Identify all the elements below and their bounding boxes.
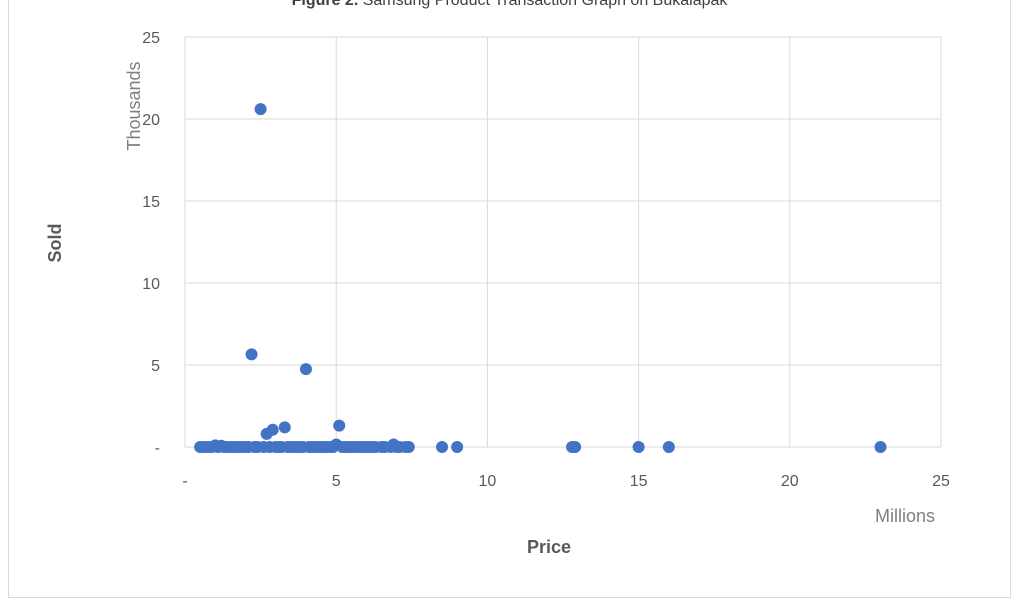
chart-area — [8, 0, 1011, 598]
data-point — [451, 441, 464, 453]
y-tick-label: 20 — [142, 112, 160, 129]
data-point — [569, 441, 582, 453]
data-point — [402, 441, 415, 453]
chart-title: Figure 2. Samsung Product Transaction Gr… — [0, 0, 1019, 10]
y-display-unit: Thousands — [124, 61, 144, 150]
y-tick-label: 5 — [151, 358, 160, 375]
data-point — [299, 363, 312, 376]
x-tick-label: 5 — [332, 473, 341, 490]
data-points — [194, 103, 887, 453]
data-point — [874, 441, 887, 453]
y-tick-label: 10 — [142, 276, 160, 293]
data-point — [436, 441, 449, 453]
chart-title-prefix: Figure 2. — [291, 0, 359, 9]
y-tick-label: 25 — [142, 30, 160, 47]
y-tick-label: - — [155, 440, 160, 457]
chart-title-text: Samsung Product Transaction Graph on Buk… — [362, 0, 728, 9]
x-tick-label: 25 — [932, 473, 950, 490]
x-axis-title: Price — [527, 537, 571, 557]
data-point — [254, 103, 267, 116]
data-point — [632, 441, 645, 453]
data-point — [662, 441, 675, 453]
data-point — [260, 427, 273, 440]
data-point — [333, 419, 346, 432]
x-tick-label: - — [182, 473, 187, 490]
x-tick-label: 15 — [630, 473, 648, 490]
data-point — [327, 441, 340, 453]
x-tick-label: 20 — [781, 473, 799, 490]
y-axis-title: Sold — [45, 224, 65, 263]
x-tick-label: 10 — [479, 473, 497, 490]
tick-labels: - 5 10 15 20 25 - 5 10 15 20 25 — [142, 30, 950, 490]
gridlines — [184, 36, 942, 448]
x-display-unit: Millions — [875, 506, 935, 526]
y-tick-label: 15 — [142, 194, 160, 211]
data-point — [278, 421, 291, 434]
data-point — [245, 348, 258, 361]
